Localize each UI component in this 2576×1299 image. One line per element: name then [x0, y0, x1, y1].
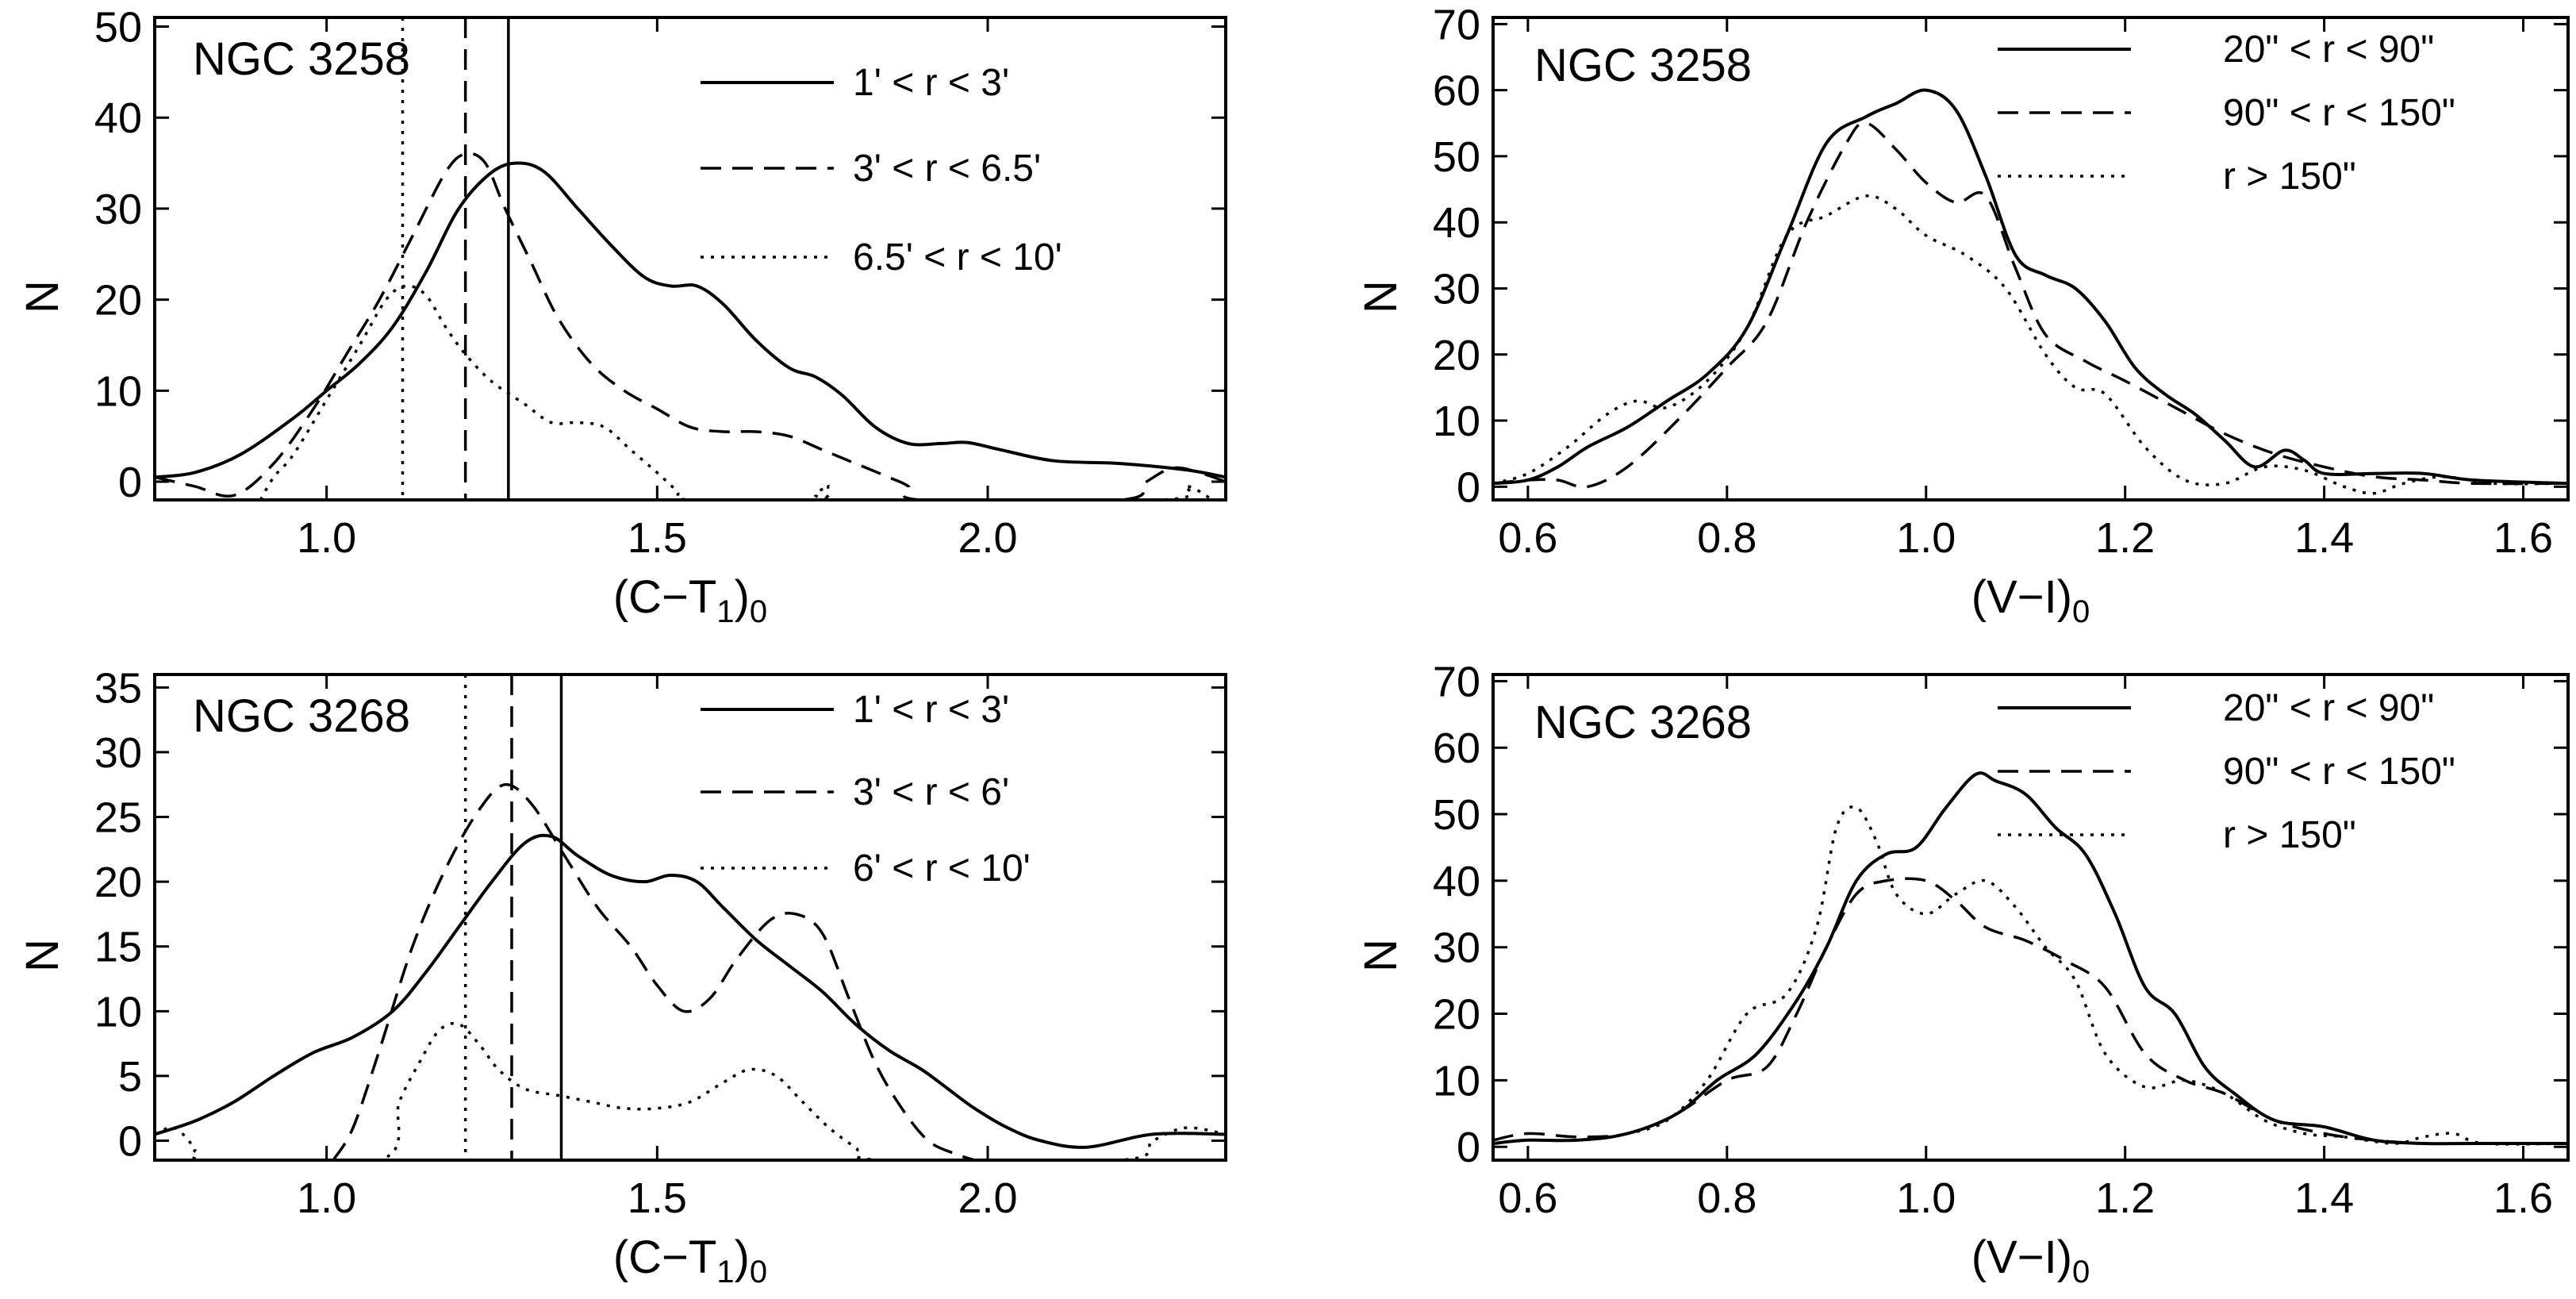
y-tick-label: 0 — [1457, 463, 1480, 511]
legend-label: 1' < r < 3' — [853, 689, 1009, 731]
x-axis-label: (C−T1)0 — [613, 1232, 767, 1289]
y-axis-label: N — [1355, 280, 1407, 313]
x-tick-label: 2.0 — [958, 514, 1017, 562]
x-tick-label: 1.5 — [628, 514, 687, 562]
y-axis-label: N — [17, 939, 68, 972]
legend-label: 6.5' < r < 10' — [853, 236, 1062, 279]
y-tick-label: 20 — [1433, 332, 1480, 379]
y-tick-label: 30 — [1433, 924, 1480, 972]
x-tick-label: 1.0 — [1896, 1174, 1956, 1222]
x-tick-label: 1.2 — [2095, 1174, 2155, 1222]
panel-3: 1.0 1.5 2.0 0 5 10 15 20 25 30 35 N (C−T1)0 NGC 3268 1… — [17, 664, 1227, 1289]
axes-frame — [1491, 673, 2570, 1162]
y-tick-label: 60 — [1433, 724, 1480, 772]
y-tick-label: 0 — [1457, 1124, 1480, 1171]
x-tick-label: 1.2 — [2095, 514, 2155, 562]
y-tick-label: 5 — [118, 1053, 142, 1101]
galaxy-name: NGC 3258 — [1534, 40, 1752, 91]
x-tick-label: 1.0 — [297, 514, 356, 562]
y-tick-label: 30 — [94, 729, 142, 777]
y-tick-label: 10 — [94, 367, 142, 415]
y-tick-label: 40 — [1433, 199, 1480, 247]
series-curve-dotted — [155, 1021, 1226, 1160]
y-tick-label: 10 — [94, 988, 142, 1036]
x-tick-label: 1.6 — [2493, 1174, 2553, 1222]
galaxy-name: NGC 3258 — [193, 33, 410, 85]
legend-label: 1' < r < 3' — [853, 62, 1009, 104]
panel-2: 0.6 0.8 1.0 1.2 1.4 1.6 0 10 20 30 40 50 60 70 N (V−I)0… — [1355, 1, 2570, 629]
legend-label: r > 150" — [2223, 814, 2356, 856]
y-tick-label: 30 — [1433, 265, 1480, 313]
series-curve-solid — [155, 833, 1226, 1149]
series-curve-dashed — [1493, 121, 2568, 489]
y-tick-label: 25 — [94, 794, 142, 842]
x-tick-label: 0.6 — [1498, 514, 1557, 562]
series-curve-solid — [1493, 88, 2568, 486]
x-axis-label: (V−I)0 — [1971, 571, 2090, 629]
y-tick-label: 10 — [1433, 398, 1480, 445]
y-tick-label: 0 — [118, 1118, 142, 1166]
y-tick-label: 40 — [1433, 858, 1480, 905]
legend-label: 3' < r < 6.5' — [853, 148, 1041, 190]
y-tick-label: 50 — [1433, 133, 1480, 181]
legend-label: 90" < r < 150" — [2223, 92, 2455, 134]
panel-1: 1.0 1.5 2.0 0 10 20 30 40 50 N (C−T1)0 NGC 3258 1' <… — [17, 3, 1227, 629]
series-curve-dotted — [1493, 194, 2568, 495]
x-tick-label: 1.0 — [297, 1174, 356, 1222]
y-tick-label: 70 — [1433, 1, 1480, 48]
y-tick-label: 20 — [94, 277, 142, 325]
legend-label: 6' < r < 10' — [853, 847, 1031, 890]
y-tick-label: 40 — [94, 94, 142, 142]
x-tick-label: 0.8 — [1697, 1174, 1756, 1222]
series-curve-dashed — [332, 782, 975, 1160]
x-tick-label: 1.4 — [2294, 1174, 2354, 1222]
x-tick-label: 1.4 — [2294, 514, 2354, 562]
series-curve-dashed — [155, 152, 1226, 500]
series-curve-solid — [155, 161, 1226, 479]
series-curve-solid — [1493, 771, 2568, 1146]
y-tick-label: 20 — [1433, 991, 1480, 1039]
y-tick-label: 0 — [118, 459, 142, 506]
axes-frame — [153, 673, 1227, 1162]
legend-label: 20" < r < 90" — [2223, 29, 2434, 71]
y-tick-label: 30 — [94, 186, 142, 233]
y-tick-label: 10 — [1433, 1057, 1480, 1105]
panel-4: 0.6 0.8 1.0 1.2 1.4 1.6 0 10 20 30 40 50 60 70 N (V−I)0… — [1355, 658, 2570, 1289]
legend-label: 20" < r < 90" — [2223, 687, 2434, 729]
y-axis-label: N — [1355, 939, 1407, 972]
axes-frame — [153, 16, 1227, 502]
series-curve-dashed — [1493, 877, 2568, 1146]
x-axis-label: (C−T1)0 — [613, 571, 767, 629]
legend-label: r > 150" — [2223, 156, 2356, 198]
galaxy-name: NGC 3268 — [1534, 697, 1752, 748]
x-axis-label: (V−I)0 — [1971, 1232, 2090, 1289]
legend-label: 90" < r < 150" — [2223, 751, 2455, 793]
y-tick-label: 70 — [1433, 658, 1480, 705]
galaxy-name: NGC 3268 — [193, 690, 410, 742]
y-tick-label: 15 — [94, 924, 142, 971]
x-tick-label: 1.6 — [2493, 514, 2553, 562]
series-curve-dotted — [259, 284, 1214, 500]
y-tick-label: 60 — [1433, 67, 1480, 115]
y-tick-label: 50 — [94, 3, 142, 51]
legend-label: 3' < r < 6' — [853, 771, 1009, 813]
y-tick-label: 20 — [94, 859, 142, 906]
y-tick-label: 50 — [1433, 791, 1480, 839]
y-tick-label: 35 — [94, 664, 142, 712]
x-tick-label: 0.6 — [1498, 1174, 1557, 1222]
series-curve-dotted — [1493, 805, 2568, 1146]
x-tick-label: 2.0 — [958, 1174, 1017, 1222]
x-tick-label: 1.0 — [1896, 514, 1956, 562]
y-axis-label: N — [17, 280, 68, 313]
axes-frame — [1491, 16, 2570, 502]
x-tick-label: 1.5 — [628, 1174, 687, 1222]
x-tick-label: 0.8 — [1697, 514, 1756, 562]
